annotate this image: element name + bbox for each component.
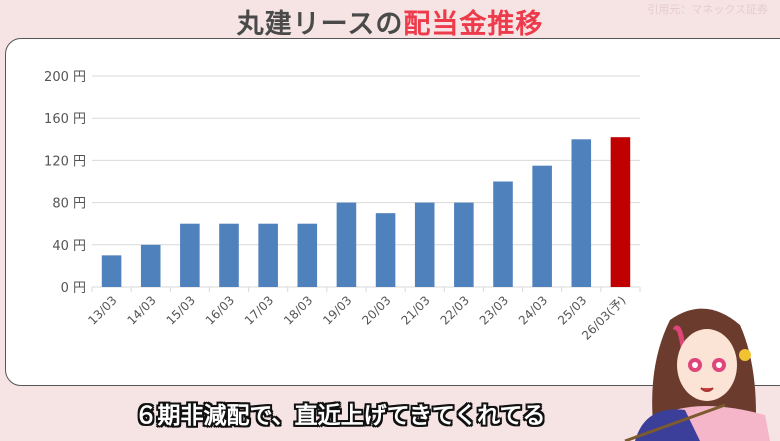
- x-tick-label: 23/03: [477, 293, 511, 327]
- bar-22/03: [454, 202, 474, 287]
- x-tick-label: 14/03: [124, 293, 158, 327]
- x-tick-label: 13/03: [85, 293, 119, 327]
- x-tick-label: 19/03: [320, 293, 354, 327]
- x-tick-label: 25/03: [555, 293, 589, 327]
- character-illustration: [624, 308, 770, 441]
- bar-26/03(予): [610, 137, 631, 287]
- bar-17/03: [258, 223, 278, 287]
- x-tick-label: 21/03: [398, 293, 432, 327]
- bar-21/03: [414, 202, 435, 287]
- bar-25/03: [571, 139, 592, 287]
- y-tick-label: 0 円: [61, 281, 86, 296]
- source-credit: 引用元：マネックス証券: [647, 3, 768, 16]
- bar-24/03: [532, 165, 552, 287]
- page-title: 丸建リースの配当金推移: [0, 2, 780, 41]
- y-tick-label: 80 円: [52, 197, 86, 212]
- bar-14/03: [140, 244, 161, 287]
- title-company: 丸建リースの: [236, 9, 404, 40]
- x-tick-label: 24/03: [516, 293, 550, 327]
- y-tick-label: 200 円: [44, 70, 86, 85]
- x-tick-label: 18/03: [281, 293, 315, 327]
- bar-20/03: [375, 213, 396, 287]
- bar-18/03: [297, 223, 318, 287]
- x-tick-label: 16/03: [203, 293, 237, 327]
- y-tick-label: 40 円: [52, 239, 86, 254]
- chart-card: [5, 38, 780, 386]
- x-tick-label: 20/03: [359, 293, 393, 327]
- y-tick-label: 160 円: [44, 112, 86, 127]
- x-tick-label: 17/03: [242, 293, 276, 327]
- bar-19/03: [336, 202, 357, 287]
- bar-23/03: [493, 181, 513, 287]
- title-highlight: 配当金推移: [403, 9, 544, 40]
- dividend-bar-chart: 0 円 40 円 80 円 120 円 160 円 200 円 13/03 14/03 15/0…: [44, 70, 641, 343]
- subtitle-caption: ６期非減配で、直近上げてきてくれてる: [134, 403, 546, 429]
- x-tick-label: 15/03: [164, 293, 198, 327]
- bar-15/03: [180, 223, 200, 287]
- y-tick-label: 120 円: [44, 154, 86, 169]
- x-tick-label: 22/03: [438, 293, 472, 327]
- bar-13/03: [101, 255, 122, 287]
- bar-16/03: [219, 223, 239, 287]
